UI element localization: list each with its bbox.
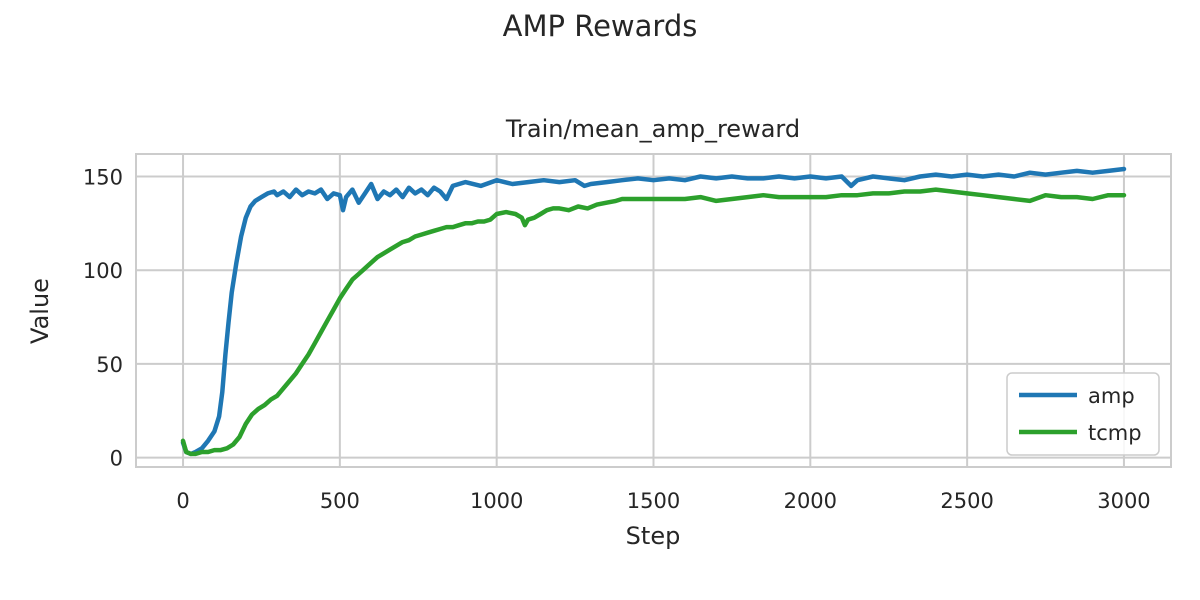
figure-title: AMP Rewards (503, 9, 698, 43)
legend-label-amp: amp (1088, 384, 1135, 408)
x-tick-label: 1000 (470, 489, 523, 513)
y-tick-label: 150 (83, 165, 123, 189)
x-tick-label: 500 (320, 489, 360, 513)
x-axis-label: Step (626, 522, 681, 550)
y-tick-label: 0 (110, 447, 123, 471)
grid-lines (136, 154, 1171, 467)
tick-labels: 0 500 1000 1500 2000 2500 3000 0 50 100 150 (83, 165, 1151, 513)
y-tick-label: 100 (83, 259, 123, 283)
legend-label-tcmp: tcmp (1088, 421, 1142, 445)
legend: amp tcmp (1006, 372, 1160, 456)
series-lines (180, 166, 1127, 457)
x-tick-label: 2000 (784, 489, 837, 513)
x-tick-label: 2500 (940, 489, 993, 513)
x-tick-label: 0 (176, 489, 189, 513)
y-axis-label: Value (26, 278, 54, 344)
x-tick-label: 3000 (1097, 489, 1150, 513)
series-line-amp (180, 166, 1127, 457)
x-tick-label: 1500 (627, 489, 680, 513)
plot-area (135, 153, 1172, 468)
chart-title: Train/mean_amp_reward (505, 115, 800, 143)
series-line-tcmp (180, 187, 1127, 457)
y-tick-label: 50 (96, 353, 123, 377)
